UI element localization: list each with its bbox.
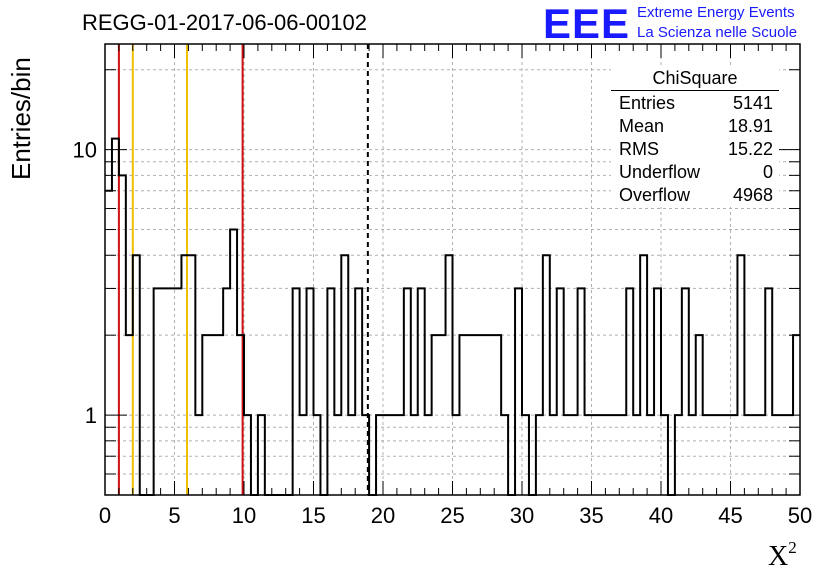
y-axis-label: Entries/bin	[6, 57, 36, 180]
stats-label: Overflow	[619, 185, 691, 205]
stats-value: 15.22	[727, 139, 773, 159]
logo-line-1: Extreme Energy Events	[637, 4, 795, 21]
stats-value: 5141	[732, 93, 773, 113]
x-tick-label: 5	[168, 503, 180, 528]
stats-label: Entries	[619, 93, 676, 113]
stats-value: 18.91	[727, 116, 773, 136]
x-tick-label: 25	[440, 503, 464, 528]
x-tick-label: 35	[579, 503, 603, 528]
x-tick-label: 45	[718, 503, 742, 528]
x-tick-labels: 0 5 10 15 20 25 30 35 40 45 50	[99, 503, 812, 528]
y-tick-label: 10	[73, 138, 97, 163]
y-tick-labels: 1 10	[73, 138, 97, 428]
x-tick-label: 0	[99, 503, 111, 528]
axis-ticks	[104, 44, 801, 495]
histogram-series	[105, 137, 800, 496]
stats-row: RMS 15.22	[611, 138, 779, 161]
x-axis-label-base: X	[768, 541, 789, 572]
x-tick-label: 40	[649, 503, 673, 528]
stats-row: Entries 5141	[611, 92, 779, 115]
stats-title: ChiSquare	[611, 68, 779, 91]
x-tick-label: 30	[510, 503, 534, 528]
stats-label: Underflow	[619, 162, 701, 182]
stats-value: 4968	[732, 185, 773, 205]
x-tick-label: 20	[371, 503, 395, 528]
x-axis-label-sup: 2	[788, 538, 797, 557]
stats-row: Mean 18.91	[611, 115, 779, 138]
stats-label: RMS	[619, 139, 659, 159]
x-axis-label: X2	[768, 538, 797, 573]
marker-lines	[117, 44, 369, 495]
x-tick-label: 15	[301, 503, 325, 528]
stats-row: Overflow 4968	[611, 184, 779, 207]
x-tick-label: 10	[232, 503, 256, 528]
stats-label: Mean	[619, 116, 665, 136]
y-tick-label: 1	[85, 403, 97, 428]
stats-box: ChiSquare Entries 5141 Mean 18.91 RMS 15.22…	[611, 68, 779, 207]
chart-title: REGG-01-2017-06-06-00102	[82, 10, 367, 35]
stats-row: Underflow 0	[611, 161, 779, 184]
stats-value: 0	[762, 162, 773, 182]
eee-logo: EEE	[543, 0, 631, 47]
x-tick-label: 50	[788, 503, 812, 528]
logo-line-2: La Scienza nelle Scuole	[637, 24, 798, 41]
